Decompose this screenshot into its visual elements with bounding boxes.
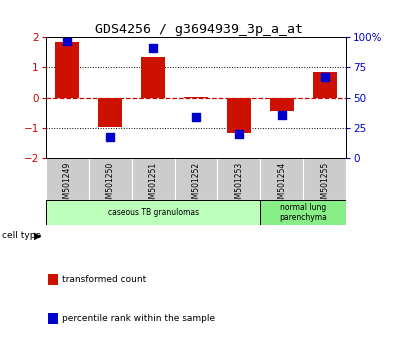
Bar [260,159,303,200]
Bar [270,98,294,112]
Text: normal lung
parenchyma: normal lung parenchyma [279,203,327,222]
Bar [184,97,208,98]
Bar [46,159,89,200]
Bar [227,98,251,133]
Bar [141,57,165,98]
Bar [313,72,337,98]
Text: GSM501250: GSM501250 [105,162,115,208]
Bar [89,159,132,200]
Bar [260,200,346,225]
Point [236,131,242,137]
Point [322,74,328,79]
Text: cell type: cell type [2,231,41,240]
Bar [132,159,175,200]
Bar [175,159,217,200]
Text: caseous TB granulomas: caseous TB granulomas [107,208,199,217]
Bar [98,98,122,127]
Text: GSM501249: GSM501249 [63,162,72,208]
Text: GSM501254: GSM501254 [277,162,287,208]
Text: percentile rank within the sample: percentile rank within the sample [62,314,215,323]
Bar [303,159,346,200]
Point [193,114,199,119]
Text: transformed count: transformed count [62,275,146,284]
Text: GSM501253: GSM501253 [234,162,244,208]
Point [279,113,285,118]
Text: GSM501252: GSM501252 [191,162,201,208]
Bar [217,159,260,200]
Text: GSM501251: GSM501251 [148,162,158,208]
Bar [46,200,260,225]
Text: ▶: ▶ [34,230,41,240]
Text: GDS4256 / g3694939_3p_a_at: GDS4256 / g3694939_3p_a_at [95,23,303,36]
Point [107,134,113,139]
Point [64,38,70,44]
Point [150,46,156,51]
Bar [55,42,79,98]
Text: GSM501255: GSM501255 [320,162,329,208]
